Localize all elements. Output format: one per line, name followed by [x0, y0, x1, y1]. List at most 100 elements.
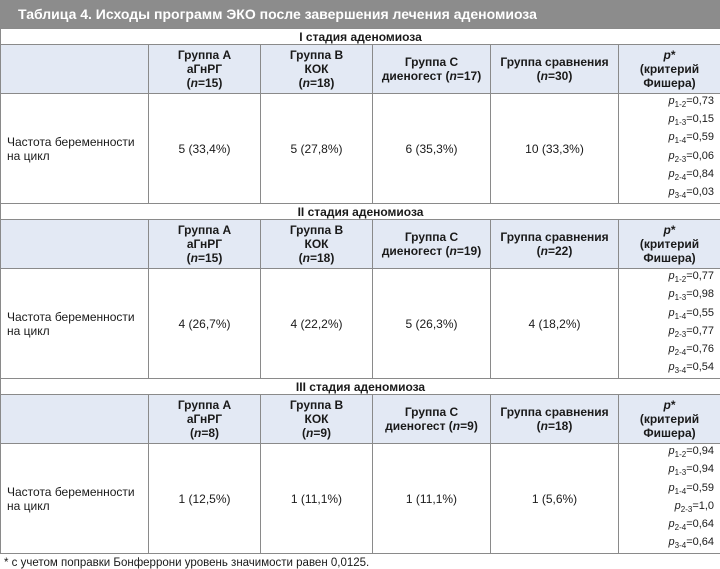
group-name: Группа C: [405, 405, 458, 419]
p-value-line: p2-3=1,0: [619, 499, 714, 517]
group-subtitle: диеногест: [382, 69, 442, 83]
group-name: Группа B: [290, 48, 343, 62]
n-symbol: n: [453, 419, 460, 433]
n-value: 8: [208, 426, 215, 440]
group-n: (n=19): [445, 244, 481, 258]
group-n: (n=17): [445, 69, 481, 83]
p-star: *: [671, 48, 676, 62]
value-cell: 4 (22,2%): [261, 269, 373, 379]
row-label: Частота беременности на цикл: [1, 94, 149, 204]
p-comparison: 1-4: [675, 487, 687, 496]
p-value-line: p2-3=0,06: [619, 149, 714, 167]
p-fisher: Фишера): [643, 426, 695, 440]
p-value-line: p2-4=0,64: [619, 517, 714, 535]
p-comparison: 1-4: [675, 137, 687, 146]
n-symbol: n: [449, 244, 456, 258]
group-n: (n=22): [537, 244, 573, 258]
value-cell: 5 (33,4%): [149, 94, 261, 204]
p-star: *: [671, 398, 676, 412]
group-subtitle: КОК: [305, 62, 329, 76]
n-value: 30: [555, 69, 568, 83]
p-comparison: 3-4: [675, 541, 687, 550]
n-value: 15: [205, 251, 218, 265]
group-name: Группа C: [405, 55, 458, 69]
p-value-line: p1-2=0,73: [619, 94, 714, 112]
group-n: (n=9): [302, 426, 331, 440]
group-name: Группа B: [290, 223, 343, 237]
stage-row: III стадия аденомиоза: [1, 379, 720, 395]
value-cell: 6 (35,3%): [373, 94, 491, 204]
n-symbol: n: [541, 419, 548, 433]
n-symbol: n: [303, 76, 310, 90]
group-name: Группа A: [178, 48, 231, 62]
p-value-line: p1-3=0,94: [619, 462, 714, 480]
p-comparison: 2-4: [675, 348, 687, 357]
empty-header-cell: [1, 395, 149, 444]
row-label: Частота беременности на цикл: [1, 269, 149, 379]
p-value: =0,54: [686, 361, 714, 373]
p-comparison: 1-3: [675, 294, 687, 303]
value-cell: 1 (11,1%): [261, 444, 373, 554]
p-letter: p: [664, 48, 671, 62]
group-subtitle: аГнРГ: [187, 237, 222, 251]
n-symbol: n: [306, 426, 313, 440]
p-value: =0,06: [686, 150, 714, 162]
p-value-line: p2-4=0,76: [619, 342, 714, 360]
group-name: Группа сравнения: [500, 405, 608, 419]
stage-row: I стадия аденомиоза: [1, 29, 720, 45]
p-criterion: (критерий: [640, 237, 699, 251]
group-subtitle: диеногест: [385, 419, 445, 433]
n-value: 15: [205, 76, 218, 90]
n-value: 18: [555, 419, 568, 433]
group-name: Группа A: [178, 398, 231, 412]
group-n: (n=15): [187, 251, 223, 265]
group-name: Группа сравнения: [500, 55, 608, 69]
p-value-line: p2-3=0,77: [619, 324, 714, 342]
n-symbol: n: [541, 69, 548, 83]
value-cell: 1 (5,6%): [491, 444, 619, 554]
p-comparison: 1-3: [675, 118, 687, 127]
n-value: 18: [317, 251, 330, 265]
p-comparison: 1-4: [675, 312, 687, 321]
group-name: Группа C: [405, 230, 458, 244]
p-value: =1,0: [692, 500, 714, 512]
group-header-cell: Группа сравнения (n=18): [491, 395, 619, 444]
group-subtitle: диеногест: [382, 244, 442, 258]
p-value: =0,15: [686, 113, 714, 125]
n-symbol: n: [541, 244, 548, 258]
p-value: =0,94: [686, 445, 714, 457]
p-comparison: 2-4: [675, 523, 687, 532]
p-comparison: 2-4: [675, 173, 687, 182]
p-value: =0,76: [686, 343, 714, 355]
p-comparison: 1-3: [675, 469, 687, 478]
group-n: (n=18): [537, 419, 573, 433]
p-value-line: p1-2=0,77: [619, 269, 714, 287]
group-n: (n=18): [299, 251, 335, 265]
p-value-line: p1-4=0,59: [619, 130, 714, 148]
p-comparison: 2-3: [675, 155, 687, 164]
p-value-line: p3-4=0,03: [619, 185, 714, 203]
group-n: (n=18): [299, 76, 335, 90]
p-value: =0,98: [686, 288, 714, 300]
group-n: (n=30): [537, 69, 573, 83]
n-symbol: n: [191, 76, 198, 90]
p-comparison: 1-2: [675, 100, 687, 109]
n-value: 9: [320, 426, 327, 440]
p-value: =0,94: [686, 463, 714, 475]
n-value: 18: [317, 76, 330, 90]
p-fisher: Фишера): [643, 76, 695, 90]
value-cell: 4 (18,2%): [491, 269, 619, 379]
p-value: =0,55: [686, 307, 714, 319]
value-cell: 10 (33,3%): [491, 94, 619, 204]
